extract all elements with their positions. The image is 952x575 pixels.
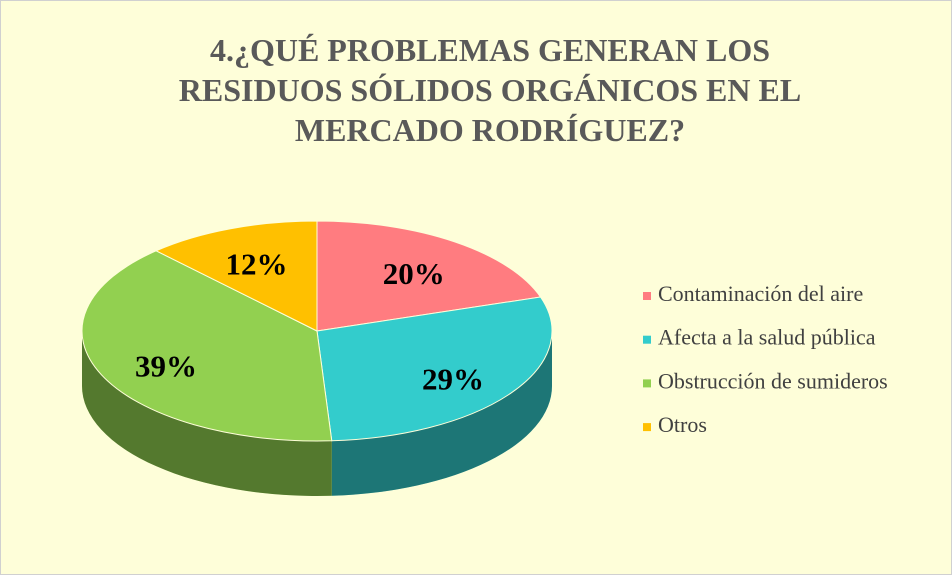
legend-label: Otros <box>658 412 707 437</box>
data-label: 20% <box>383 256 445 291</box>
legend-swatch <box>643 379 651 388</box>
pie-slice-side <box>82 331 332 496</box>
data-label: 39% <box>135 349 197 384</box>
side-shade <box>331 331 552 496</box>
pie-slice <box>154 220 318 332</box>
pie-slice <box>316 220 542 332</box>
pie-slice <box>81 250 333 442</box>
pie-slice <box>316 296 553 442</box>
legend-swatch <box>643 335 651 344</box>
data-label: 12% <box>225 247 287 282</box>
legend-swatch <box>643 423 651 432</box>
data-label: 29% <box>422 361 484 396</box>
chart-title: 4.¿QUÉ PROBLEMAS GENERAN LOS RESIDUOS SÓ… <box>178 32 802 148</box>
legend-swatch <box>643 292 651 300</box>
legend-label: Afecta a la salud pública <box>658 325 876 350</box>
legend-label: Contaminación del aire <box>658 281 863 306</box>
pie-slice-side <box>331 331 552 496</box>
side-shade <box>82 331 332 496</box>
legend-label: Obstrucción de sumideros <box>658 368 888 393</box>
